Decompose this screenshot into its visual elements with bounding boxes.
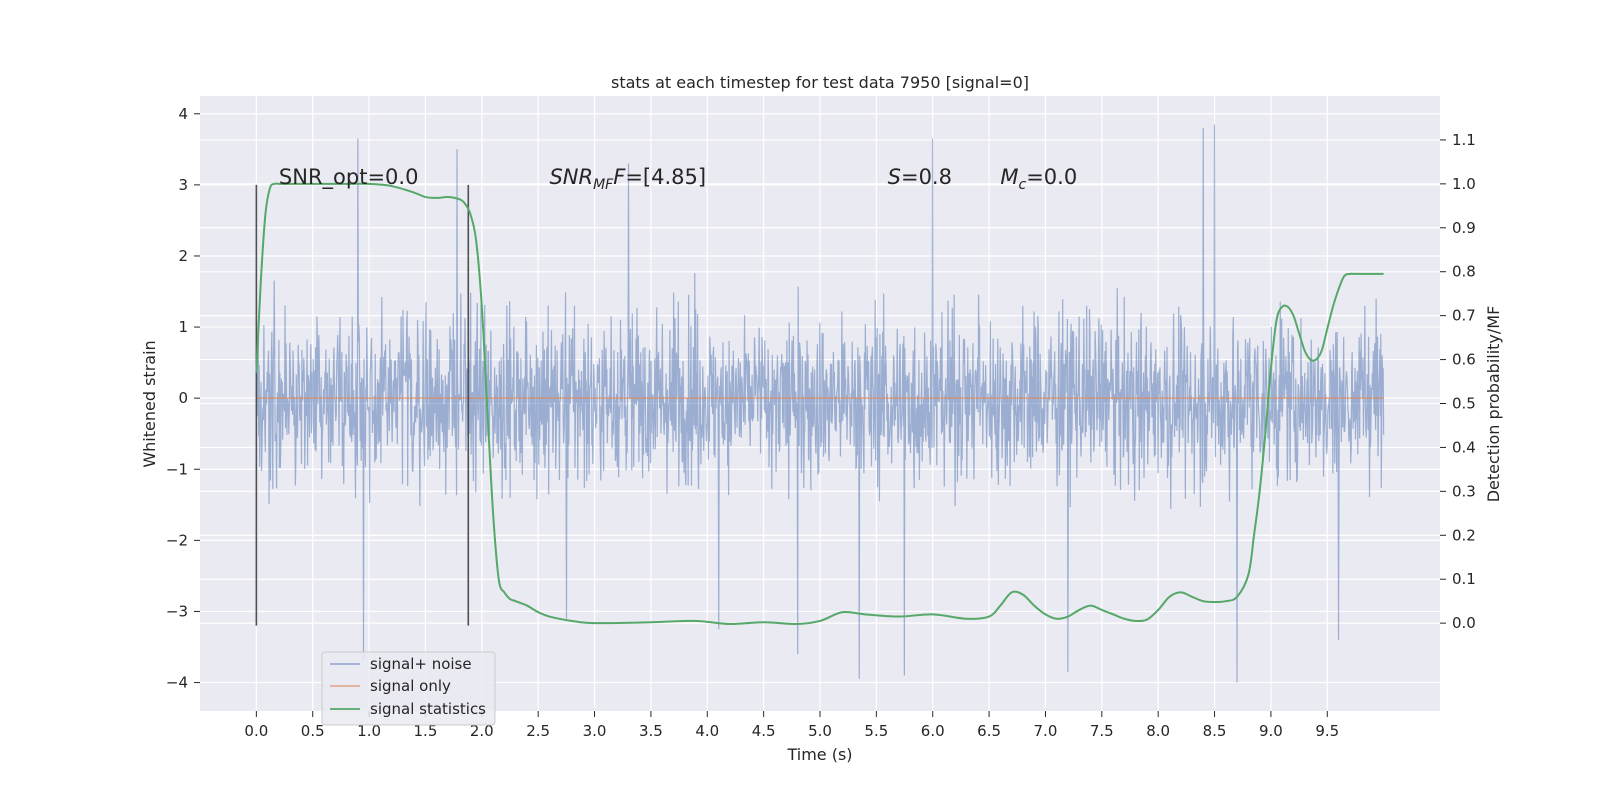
annotation-snr-mf-tail: =[4.85] <box>625 165 706 189</box>
x-tick-label: 0.5 <box>301 722 325 740</box>
x-tick-label: 9.5 <box>1315 722 1339 740</box>
chart-title: stats at each timestep for test data 795… <box>611 73 1029 92</box>
annotation-snr-mf-sub: MF <box>593 177 614 193</box>
y-right-tick-label: 0.7 <box>1452 307 1476 325</box>
axes: 0.0 0.5 1.0 1.5 2.0 2.5 3.0 3.5 4.0 4.5 5.0 5.5 6.0 6… <box>166 105 1476 740</box>
y-left-tick-label: −1 <box>166 460 188 478</box>
x-tick-label: 8.0 <box>1146 722 1170 740</box>
y-left-tick-label: 0 <box>178 389 188 407</box>
annotation-snr-opt: SNR_opt=0.0 <box>279 165 419 190</box>
y-left-tick-label: 2 <box>178 247 188 265</box>
signal-statistics-line <box>255 182 1384 626</box>
annotations: SNR_opt=0.0 SNRMFF=[4.85] S=0.8 Mc=0.0 <box>279 165 1077 193</box>
legend-label-signal-only: signal only <box>370 677 451 695</box>
annotation-mc: Mc=0.0 <box>1000 165 1077 193</box>
x-tick-label: 8.5 <box>1203 722 1227 740</box>
x-tick-label: 1.0 <box>357 722 381 740</box>
x-tick-label: 4.5 <box>752 722 776 740</box>
y-right-tick-label: 0.1 <box>1452 570 1476 588</box>
x-tick-label: 7.0 <box>1034 722 1058 740</box>
annotation-snr-mf: SNRMFF=[4.85] <box>549 165 706 193</box>
series-signal-statistics <box>255 182 1384 626</box>
y-right-tick-label: 1.0 <box>1452 175 1476 193</box>
y-axis-label-left: Whitened strain <box>140 340 159 467</box>
legend: signal+ noise signal only signal statist… <box>321 651 496 726</box>
annotation-s-main: S <box>888 165 901 189</box>
x-tick-label: 5.5 <box>864 722 888 740</box>
y-left-tick-label: −4 <box>166 674 188 692</box>
legend-label-signal-statistics: signal statistics <box>370 700 486 718</box>
x-tick-label: 5.0 <box>808 722 832 740</box>
x-tick-label: 2.5 <box>526 722 550 740</box>
y-right-tick-label: 0.2 <box>1452 526 1476 544</box>
x-tick-label: 6.5 <box>977 722 1001 740</box>
annotation-snr-mf-f: F <box>613 165 626 189</box>
series-signal-noise <box>255 124 1385 683</box>
y-right-tick-label: 0.6 <box>1452 351 1476 369</box>
annotation-mc-sub: c <box>1018 177 1026 193</box>
x-tick-label: 3.0 <box>583 722 607 740</box>
signal-noise-line <box>255 124 1385 683</box>
y-axis-label-right: Detection probability/MF <box>1484 306 1503 503</box>
x-tick-label: 9.0 <box>1259 722 1283 740</box>
vertical-markers <box>255 184 470 626</box>
y-right-tick-label: 0.8 <box>1452 263 1476 281</box>
y-right-tick-label: 0.5 <box>1452 395 1476 413</box>
x-axis-label: Time (s) <box>786 745 852 764</box>
annotation-snr-mf-main: SNR <box>549 165 593 189</box>
y-left-tick-label: −3 <box>166 602 188 620</box>
annotation-s: S=0.8 <box>888 165 952 189</box>
y-right-tick-label: 0.4 <box>1452 438 1476 456</box>
y-left-tick-label: −2 <box>166 531 188 549</box>
x-tick-label: 1.5 <box>414 722 438 740</box>
x-tick-label: 6.0 <box>921 722 945 740</box>
y-right-tick-label: 0.9 <box>1452 219 1476 237</box>
x-tick-label: 2.0 <box>470 722 494 740</box>
x-tick-label: 4.0 <box>695 722 719 740</box>
annotation-mc-main: M <box>1000 165 1018 189</box>
y-right-tick-label: 0.3 <box>1452 482 1476 500</box>
x-tick-label: 3.5 <box>639 722 663 740</box>
legend-box <box>321 651 496 726</box>
legend-label-signal-noise: signal+ noise <box>370 655 472 673</box>
y-left-tick-label: 1 <box>178 318 188 336</box>
y-right-tick-label: 1.1 <box>1452 131 1476 149</box>
y-left-tick-label: 4 <box>178 105 188 123</box>
annotation-mc-tail: =0.0 <box>1026 165 1077 189</box>
y-left-tick-label: 3 <box>178 176 188 194</box>
x-tick-label: 7.5 <box>1090 722 1114 740</box>
y-right-tick-label: 0.0 <box>1452 614 1476 632</box>
x-tick-label: 0.0 <box>244 722 268 740</box>
annotation-s-tail: =0.8 <box>901 165 952 189</box>
